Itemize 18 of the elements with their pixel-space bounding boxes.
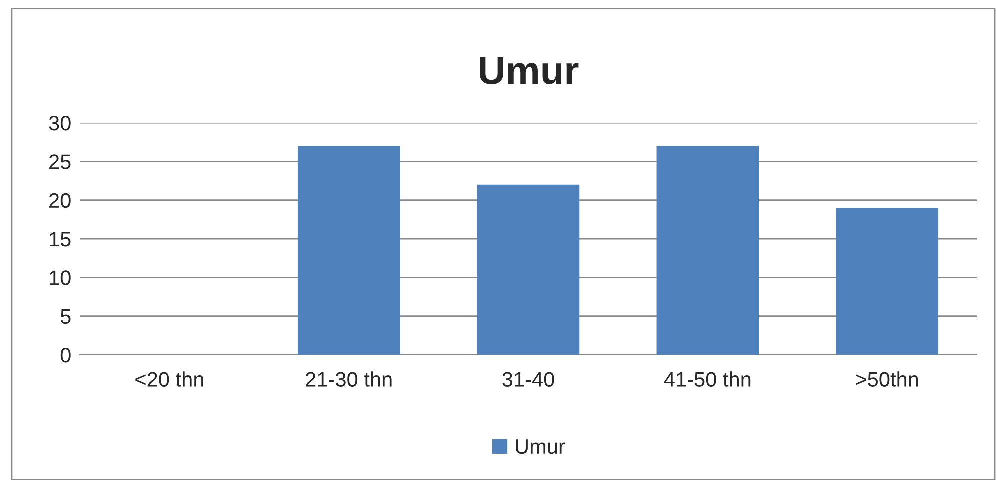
y-tick-label: 15 [50, 232, 71, 247]
legend-label: Umur [516, 440, 566, 454]
bar [836, 208, 938, 355]
x-tick-label: 31-40 [502, 372, 554, 387]
y-tick-label: 5 [60, 310, 71, 324]
x-tick-label: >50thn [856, 372, 918, 387]
bar [298, 146, 400, 355]
y-tick-label: 0 [60, 348, 71, 363]
x-tick-label: 21-30 thn [306, 372, 392, 387]
y-tick-label: 20 [50, 193, 71, 208]
x-tick-label: 41-50 thn [664, 372, 751, 387]
chart-title: Umur [480, 57, 579, 84]
bar [477, 184, 580, 355]
x-tick-label: <20 thn [136, 372, 204, 387]
y-tick-label: 30 [49, 116, 71, 131]
y-tick-label: 10 [50, 270, 71, 286]
bar [656, 146, 760, 355]
y-tick-label: 25 [50, 154, 71, 170]
